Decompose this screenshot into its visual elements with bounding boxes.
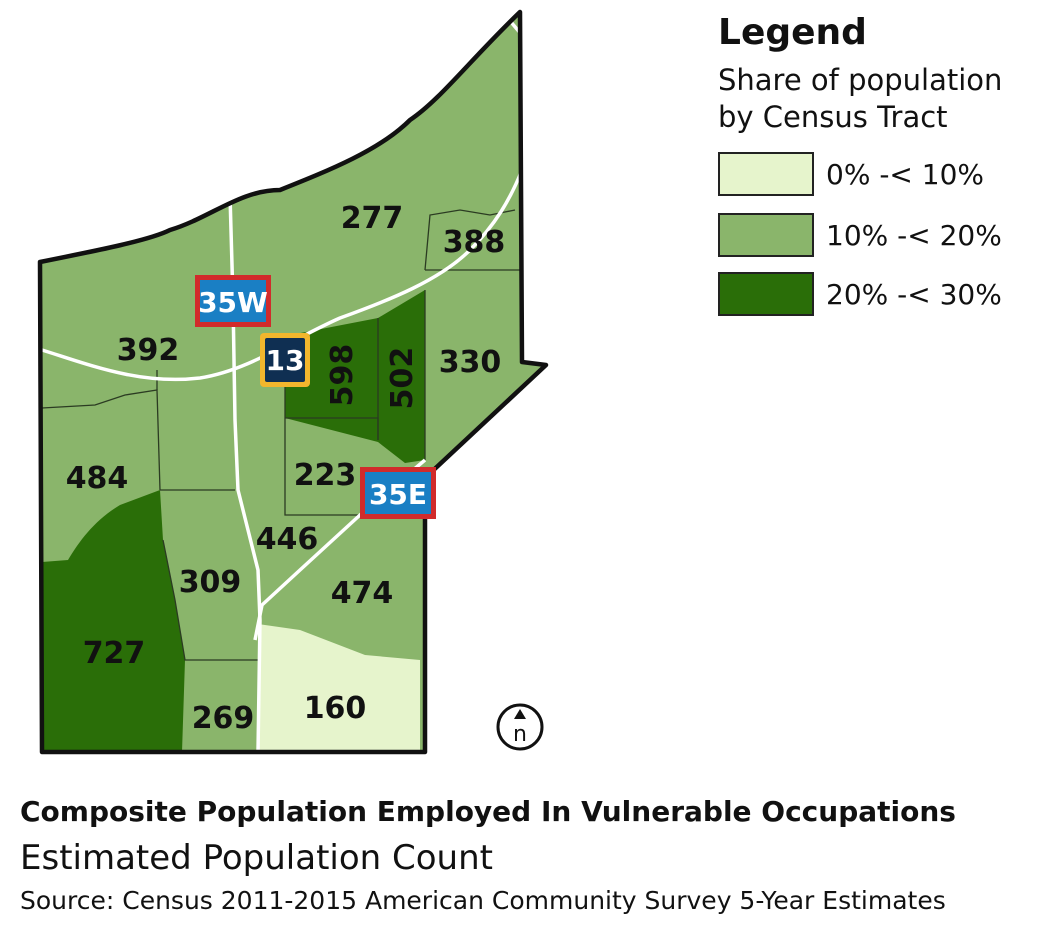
map-source: Source: Census 2011-2015 American Commun… (20, 886, 946, 915)
tract-label-160: 160 (304, 691, 367, 726)
interstate-35w-label: 35W (198, 286, 268, 319)
highway-13-label: 13 (266, 344, 305, 377)
tract-727-fill (42, 490, 185, 752)
map-title: Composite Population Employed In Vulnera… (20, 795, 956, 828)
interstate-35w-shield: 35W (195, 275, 271, 327)
legend-subtitle-line1: Share of population (718, 63, 1003, 97)
north-arrow-icon: n (496, 703, 544, 751)
tract-label-277: 277 (341, 201, 404, 236)
legend-item: 10% -< 20% (718, 211, 1002, 259)
tract-label-474: 474 (331, 576, 394, 611)
highway-13-shield: 13 (260, 333, 310, 387)
legend-label-low: 0% -< 10% (826, 157, 985, 191)
legend-item: 20% -< 30% (718, 270, 1002, 318)
map-canvas: 277 388 392 598 502 330 484 223 446 309 … (37, 9, 549, 755)
tract-label-727: 727 (83, 636, 146, 671)
legend-subtitle: Share of population by Census Tract (718, 62, 1038, 136)
tract-label-309: 309 (179, 565, 242, 600)
tract-label-502: 502 (385, 347, 420, 410)
tract-label-484: 484 (66, 461, 129, 496)
tract-598-502-fill (285, 290, 425, 463)
tract-label-392: 392 (117, 333, 180, 368)
tract-160-fill (258, 624, 420, 752)
legend-title: Legend (718, 12, 867, 53)
legend-label-mid: 10% -< 20% (826, 218, 1002, 252)
legend-swatch-high (718, 272, 814, 316)
tract-label-330: 330 (439, 345, 502, 380)
interstate-35e-label: 35E (369, 478, 427, 511)
tract-label-223: 223 (294, 458, 357, 493)
tract-boundaries (41, 209, 520, 661)
tract-label-388: 388 (443, 225, 506, 260)
tract-label-269: 269 (192, 701, 255, 736)
interstate-35e-shield: 35E (360, 467, 436, 519)
north-arrow-label: n (513, 722, 527, 747)
tract-label-446: 446 (256, 522, 319, 557)
county-outline (37, 9, 549, 755)
legend-swatch-low (718, 152, 814, 196)
legend-item: 0% -< 10% (718, 150, 984, 198)
legend-subtitle-line2: by Census Tract (718, 100, 948, 134)
road-hwy13 (41, 169, 524, 382)
tract-label-598: 598 (325, 344, 360, 407)
legend-label-high: 20% -< 30% (826, 277, 1002, 311)
map-subtitle: Estimated Population Count (20, 838, 493, 878)
legend-swatch-mid (718, 213, 814, 257)
